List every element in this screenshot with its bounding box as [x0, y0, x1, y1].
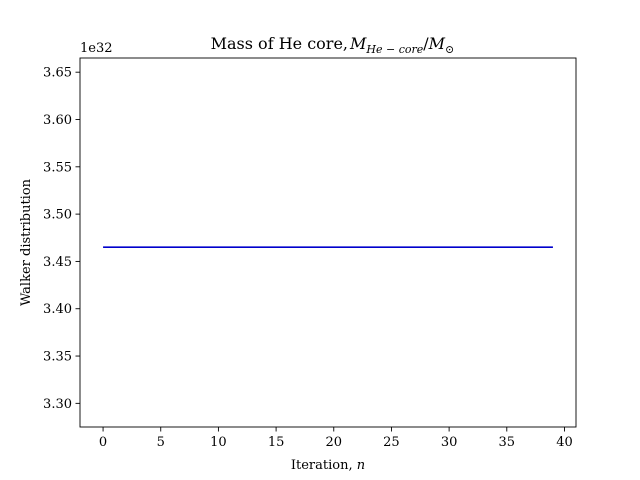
title-math-m: M	[349, 34, 367, 53]
plot-area	[79, 57, 577, 428]
x-axis-label: Iteration, n	[291, 458, 365, 473]
chart-title: Mass of He core, MHe − core/M⊙	[211, 34, 455, 56]
x-axis-ticks: 0 5 10 15 20 25 30 35 40	[99, 427, 573, 450]
axes-frame	[79, 57, 577, 428]
title-math-sub: He − core	[365, 43, 423, 56]
x-tick-label: 30	[441, 435, 458, 450]
title-math-sub2: ⊙	[445, 43, 454, 56]
y-tick-label: 3.30	[43, 397, 72, 412]
x-tick-label: 15	[268, 435, 285, 450]
title-math-m2: M	[428, 34, 446, 53]
x-tick-label: 10	[210, 435, 227, 450]
y-offset-label: 1e32	[80, 41, 113, 56]
x-tick-label: 35	[499, 435, 516, 450]
x-tick-label: 0	[99, 435, 107, 450]
x-tick-label: 40	[556, 435, 573, 450]
x-axis-label-text: Iteration,	[291, 458, 357, 473]
title-math-slash: /	[423, 34, 429, 53]
x-tick-label: 25	[383, 435, 400, 450]
y-tick-label: 3.35	[43, 350, 72, 365]
title-plain: Mass of He core,	[211, 34, 348, 53]
y-tick-label: 3.40	[43, 302, 72, 317]
y-axis-label: Walker distribution	[19, 178, 34, 306]
y-tick-label: 3.50	[43, 208, 72, 223]
y-tick-label: 3.45	[43, 255, 72, 270]
y-tick-label: 3.60	[43, 113, 72, 128]
svg-text:Mass of He core,: Mass of He core,	[211, 34, 348, 53]
x-tick-label: 5	[157, 435, 165, 450]
x-axis-label-var: n	[357, 458, 365, 473]
y-tick-label: 3.55	[43, 160, 72, 175]
svg-text:MHe − core/M⊙: MHe − core/M⊙	[349, 34, 454, 56]
y-axis-ticks: 3.30 3.35 3.40 3.45 3.50 3.55 3.60 3.65	[43, 66, 80, 412]
x-tick-label: 20	[325, 435, 342, 450]
y-tick-label: 3.65	[43, 66, 72, 81]
